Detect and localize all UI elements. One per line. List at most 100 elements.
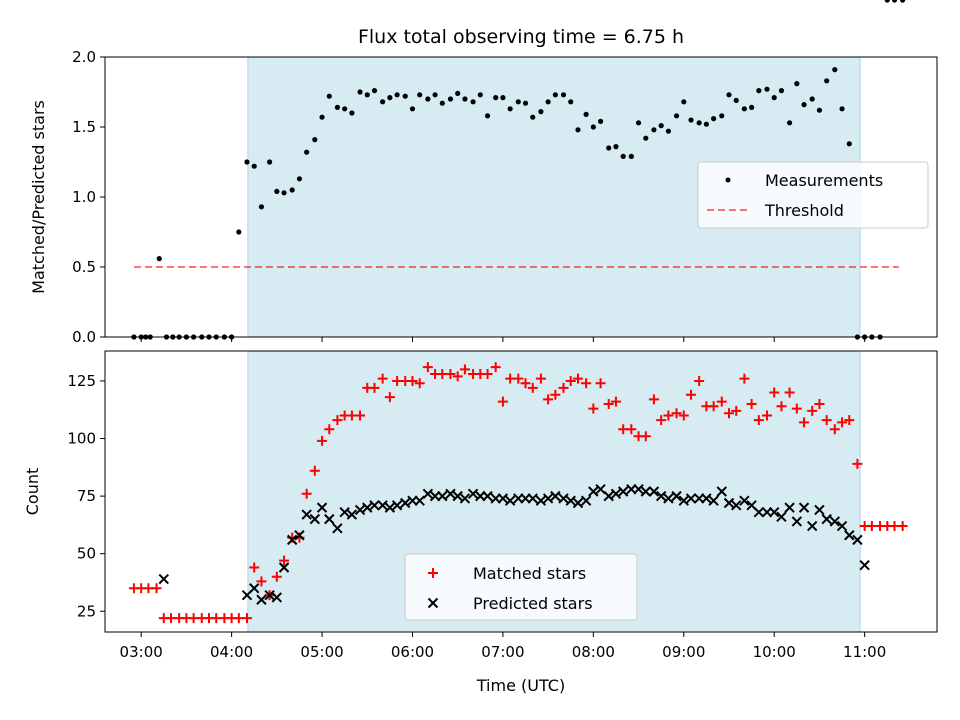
bottom-y-tick-label: 125 [67, 372, 96, 390]
measurement-point [394, 92, 400, 98]
legend-measurements-label: Measurements [765, 171, 883, 190]
bottom-panel-frame [104, 350, 938, 633]
measurement-point [455, 90, 461, 96]
predicted-star-point [844, 530, 855, 541]
measurement-point [545, 99, 551, 105]
measurement-point [643, 135, 649, 141]
matched-star-point [746, 398, 757, 409]
matched-star-point [332, 415, 343, 426]
measurement-point [597, 118, 604, 124]
predicted-star-point [459, 493, 471, 504]
matched-star-points [128, 362, 908, 624]
predicted-star-point [806, 520, 818, 532]
measurement-point [771, 95, 777, 101]
measurement-point [749, 104, 755, 110]
predicted-star-point [769, 507, 780, 518]
bottom-x-tick-label: 10:00 [753, 643, 796, 661]
matched-star-point [694, 375, 705, 386]
matched-star-point [520, 378, 531, 389]
top-legend: Measurements Threshold [697, 161, 929, 229]
top-y-tick-label: 1.0 [72, 188, 96, 206]
top-legend-box [697, 161, 929, 229]
measurement-point [484, 113, 491, 119]
matched-star-point [769, 387, 780, 398]
bottom-y-tick-label: 100 [67, 430, 96, 448]
matched-star-point [249, 562, 260, 573]
measurement-point [462, 96, 468, 102]
predicted-star-point [550, 490, 561, 502]
predicted-star-point [753, 507, 765, 518]
predicted-star-point [610, 488, 622, 500]
matched-star-point [445, 369, 456, 380]
measurement-point [425, 96, 431, 102]
matched-star-point [369, 382, 380, 393]
measurement-point [703, 121, 709, 127]
predicted-star-point [339, 507, 350, 518]
matched-star-point [671, 408, 682, 419]
predicted-star-point [271, 592, 283, 603]
bottom-x-tick-label: 06:00 [391, 643, 434, 661]
measurement-point [371, 88, 378, 94]
measurement-point [658, 123, 664, 129]
matched-star-point [739, 373, 750, 384]
matched-star-point [151, 583, 162, 594]
predicted-star-point [580, 495, 592, 506]
measurement-point [891, 0, 898, 3]
predicted-star-point [671, 490, 682, 502]
measurement-point [326, 93, 332, 99]
predicted-star-point [467, 488, 479, 500]
measurement-points [131, 0, 906, 340]
matched-star-point [581, 378, 592, 389]
matched-star-point [716, 396, 727, 407]
matched-star-point [897, 521, 908, 532]
measurement-point [651, 127, 657, 133]
matched-star-point [279, 555, 290, 566]
measurement-point [312, 137, 318, 143]
predicted-star-point [617, 486, 629, 497]
measurement-point [236, 229, 242, 235]
matched-star-point [837, 417, 848, 428]
matched-star-point [513, 373, 524, 384]
measurement-point [801, 102, 807, 108]
matched-star-point [301, 488, 312, 499]
predicted-star-point [504, 495, 516, 506]
measurement-point [266, 159, 273, 165]
measurement-point [635, 120, 642, 126]
predicted-star-point [678, 495, 689, 506]
predicted-star-point [648, 486, 660, 497]
matched-star-point [572, 373, 583, 384]
measurement-point [756, 88, 762, 94]
measurement-point [342, 106, 348, 112]
measurement-point [244, 159, 250, 165]
measurement-point [417, 92, 423, 98]
chart-title: Flux total observing time = 6.75 h [358, 26, 684, 48]
measurement-point [816, 107, 823, 113]
predicted-star-point [384, 502, 396, 513]
measurement-point [258, 204, 265, 210]
measurement-point [281, 190, 287, 196]
measurement-point [409, 106, 416, 112]
predicted-star-point [836, 520, 848, 532]
measurement-point [696, 120, 702, 126]
matched-star-point [377, 373, 388, 384]
measurement-point [764, 86, 770, 92]
measurement-point [733, 97, 739, 103]
predicted-star-points [158, 483, 870, 605]
measurement-point [552, 92, 558, 98]
measurement-point [507, 106, 513, 112]
top-x-ticks [140, 337, 866, 342]
legend-predicted-marker [427, 597, 439, 609]
measurement-point [824, 78, 830, 84]
measurement-point [274, 188, 280, 194]
matched-star-point [384, 392, 395, 403]
bottom-y-axis-label: Count [23, 468, 42, 516]
measurement-point [538, 109, 544, 115]
matched-star-point [241, 613, 252, 624]
predicted-star-point [400, 497, 411, 509]
matched-star-point [761, 410, 772, 421]
matched-star-point [535, 373, 546, 384]
measurement-point [839, 106, 845, 112]
predicted-star-point [377, 500, 388, 511]
matched-star-point [686, 389, 697, 400]
